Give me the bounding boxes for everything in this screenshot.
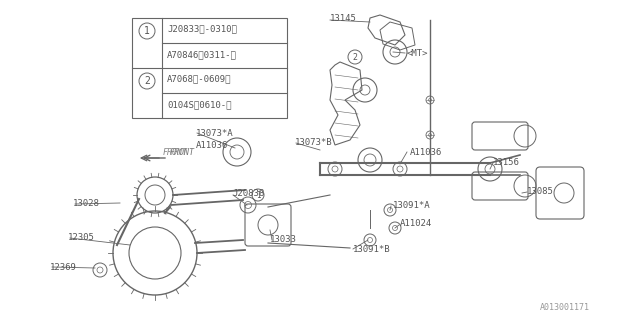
Text: A7068（-0609）: A7068（-0609） (167, 75, 232, 84)
Text: A11036: A11036 (196, 140, 228, 149)
Text: J20838: J20838 (232, 188, 264, 197)
Text: J20833（-0310）: J20833（-0310） (167, 25, 237, 34)
Text: 13145: 13145 (330, 13, 357, 22)
Text: 13085: 13085 (527, 188, 554, 196)
Text: 2: 2 (144, 76, 150, 86)
Text: 13073*B: 13073*B (295, 138, 333, 147)
Text: 12305: 12305 (68, 233, 95, 242)
Text: 13156: 13156 (493, 157, 520, 166)
Text: 13091*A: 13091*A (393, 201, 431, 210)
Text: A11024: A11024 (400, 220, 432, 228)
Text: 13091*B: 13091*B (353, 245, 390, 254)
Text: 13033: 13033 (270, 236, 297, 244)
Text: 12369: 12369 (50, 262, 77, 271)
Text: <MT>: <MT> (407, 49, 429, 58)
Text: 2: 2 (353, 52, 358, 61)
Text: A11036: A11036 (410, 148, 442, 156)
Text: FRONT: FRONT (163, 148, 188, 156)
Text: A013001171: A013001171 (540, 303, 590, 313)
Bar (132, 18, 287, 118)
Text: A70846（0311-）: A70846（0311-） (167, 51, 237, 60)
Text: 13073*A: 13073*A (196, 129, 234, 138)
Text: 1: 1 (144, 26, 150, 36)
Text: 1: 1 (256, 190, 260, 199)
Text: 13028: 13028 (73, 198, 100, 207)
Text: 0104S（0610-）: 0104S（0610-） (167, 100, 232, 109)
Text: FRONT: FRONT (170, 148, 195, 156)
